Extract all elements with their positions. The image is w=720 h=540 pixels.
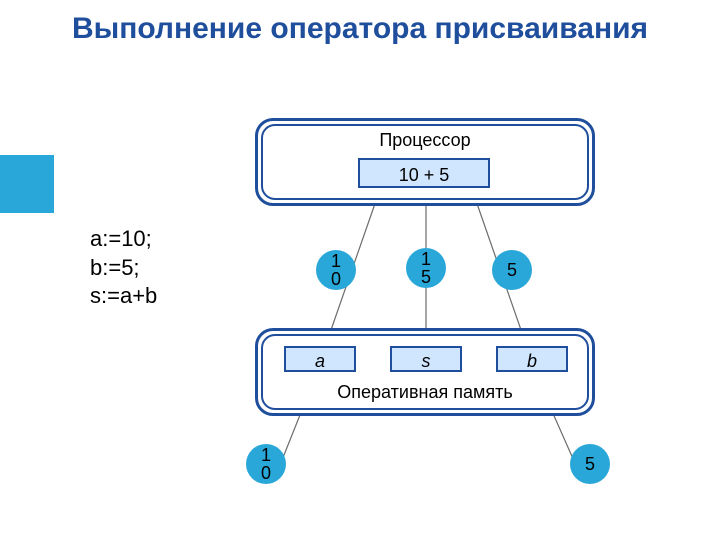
code-line: b:=5; xyxy=(90,254,157,283)
code-block: a:=10; b:=5; s:=a+b xyxy=(90,225,157,311)
code-line: s:=a+b xyxy=(90,282,157,311)
value-circle: 5 xyxy=(570,444,610,484)
processor-label: Процессор xyxy=(255,130,595,151)
memory-cell-a: a xyxy=(284,346,356,372)
expression-box: 10 + 5 xyxy=(358,158,490,188)
memory-cell-s: s xyxy=(390,346,462,372)
decorative-stripe xyxy=(0,155,54,213)
value-circle: 10 xyxy=(246,444,286,484)
memory-label: Оперативная память xyxy=(255,382,595,403)
value-circle: 5 xyxy=(492,250,532,290)
value-circle: 10 xyxy=(316,250,356,290)
code-line: a:=10; xyxy=(90,225,157,254)
page-title: Выполнение оператора присваивания xyxy=(0,12,720,47)
value-circle: 15 xyxy=(406,248,446,288)
memory-cell-b: b xyxy=(496,346,568,372)
